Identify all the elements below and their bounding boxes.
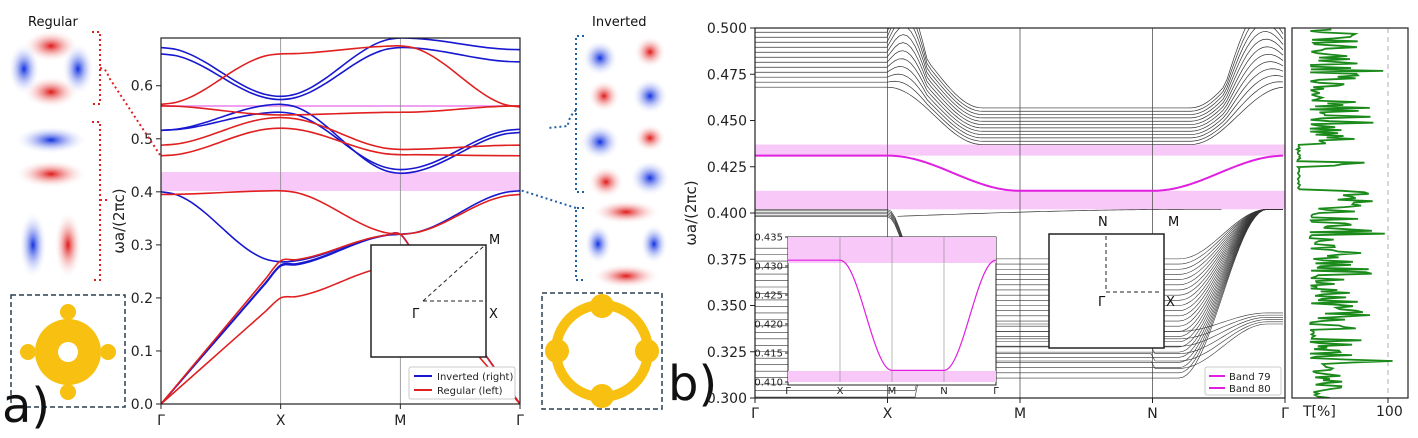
y-tick-label: 0.450 [707,114,747,130]
inverted-bracket [519,35,584,281]
legend-band79: Band 79 [1229,372,1271,383]
panel-a-frame [160,37,521,405]
band-line [161,116,520,151]
inverted-unit-cell [541,292,663,410]
y-tick-label: 0.5 [131,132,153,148]
inset-label-x: X [489,307,498,322]
panel-a-yticks: 0.0 0.1 0.2 0.3 0.4 0.5 0.6 [131,79,161,413]
legend-inverted: Inverted (right) [437,372,513,383]
x-tick-label: X [883,406,893,422]
panel-b-legend: Band 79 Band 80 [1204,366,1282,396]
x-tick-label: M [1014,406,1026,422]
regular-mode-2 [12,122,90,192]
inset-label-gamma: Γ [412,307,420,322]
regular-unit-cell [10,294,126,408]
panel-a-chart: 0.0 0.1 0.2 0.3 0.4 0.5 0.6 Γ X M Γ ωa/(2πc) M Γ … [110,37,524,429]
band-line [161,46,520,101]
regular-bracket [92,31,161,281]
legend-band80: Band 80 [1229,384,1271,395]
x-tick-label: Γ [751,406,759,422]
transmission-xlabel: T[%] [1302,404,1336,420]
inset-x-tick-label: Γ [993,386,999,397]
inset-y-tick-label: 0.410 [754,378,783,389]
x-tick-label: Γ [1281,406,1289,422]
inset-y-tick-label: 0.420 [754,320,783,331]
bz-label-gamma: Γ [1098,295,1106,310]
inset-label-m: M [489,233,500,248]
transmission-curve [1294,28,1393,398]
regular-label: Regular [28,15,79,30]
panel-b-chart: 0.300 0.325 0.350 0.375 0.400 0.425 0.450 0.475… [682,21,1289,422]
panel-b-yticks: 0.300 0.325 0.350 0.375 0.400 0.425 0.450 0.475… [707,21,755,407]
regular-mode-3 [12,207,90,283]
y-tick-label: 0.325 [707,345,747,361]
band-line [161,127,520,157]
y-tick-label: 0.350 [707,299,747,315]
panel-label-b: b) [668,356,717,412]
y-tick-label: 0.3 [131,238,153,254]
y-tick-label: 0.0 [131,397,153,413]
x-tick-label: Γ [157,413,165,429]
inset-x-tick-label: Γ [785,386,791,397]
y-tick-label: 0.300 [707,391,747,407]
panel-a-bandgap [161,172,520,191]
y-tick-label: 0.500 [707,21,747,37]
y-tick-label: 0.1 [131,344,153,360]
x-tick-label: M [394,413,406,429]
y-tick-label: 0.475 [707,67,747,83]
bz-label-n: N [1098,215,1108,230]
x-tick-label: Γ [516,413,524,429]
band-line [161,189,520,236]
y-tick-label: 0.400 [707,206,747,222]
panel-a-legend: Inverted (right) Regular (left) [408,366,516,400]
inset-x-tick-label: M [888,386,897,397]
panel-b-zoom-inset: 0.410 0.415 0.420 0.425 0.430 0.435 Γ X M N Γ [754,233,999,398]
y-tick-label: 0.4 [131,185,153,201]
x-tick-label: X [276,413,286,429]
regular-mode-1 [8,30,94,108]
transmission-xtick: 100 [1376,404,1403,420]
inset-y-tick-label: 0.430 [754,262,783,273]
inset-y-tick-label: 0.415 [754,349,783,360]
inset-y-tick-label: 0.435 [754,233,783,244]
band-line [161,105,520,116]
band-line [161,103,520,175]
panel-a-ylabel: ωa/(2πc) [110,188,128,253]
inverted-mode-2 [580,122,670,198]
y-tick-label: 0.6 [131,79,153,95]
inset-x-tick-label: X [837,386,844,397]
band-line [161,38,520,98]
inverted-label: Inverted [592,15,646,30]
bz-label-x: X [1166,295,1175,310]
inverted-mode-3 [584,200,668,288]
legend-regular: Regular (left) [437,386,503,397]
x-tick-label: N [1147,406,1157,422]
bz-label-m: M [1168,215,1179,230]
band-line [161,45,520,108]
inset-y-tick-label: 0.425 [754,291,783,302]
panel-b-ylabel: ωa/(2πc) [682,180,700,245]
inset-x-tick-label: N [940,386,947,397]
transmission-chart: T[%] 100 [1291,27,1409,420]
band-79-line [755,154,1284,192]
y-tick-label: 0.375 [707,252,747,268]
panel-a-bands [161,38,520,404]
panel-a-bz-inset: M Γ X [370,233,500,358]
inverted-mode-1 [582,36,668,114]
y-tick-label: 0.2 [131,291,153,307]
panel-b-bz-inset: N M Γ X [1048,215,1179,349]
panel-label-a: a) [2,378,50,434]
y-tick-label: 0.425 [707,160,747,176]
